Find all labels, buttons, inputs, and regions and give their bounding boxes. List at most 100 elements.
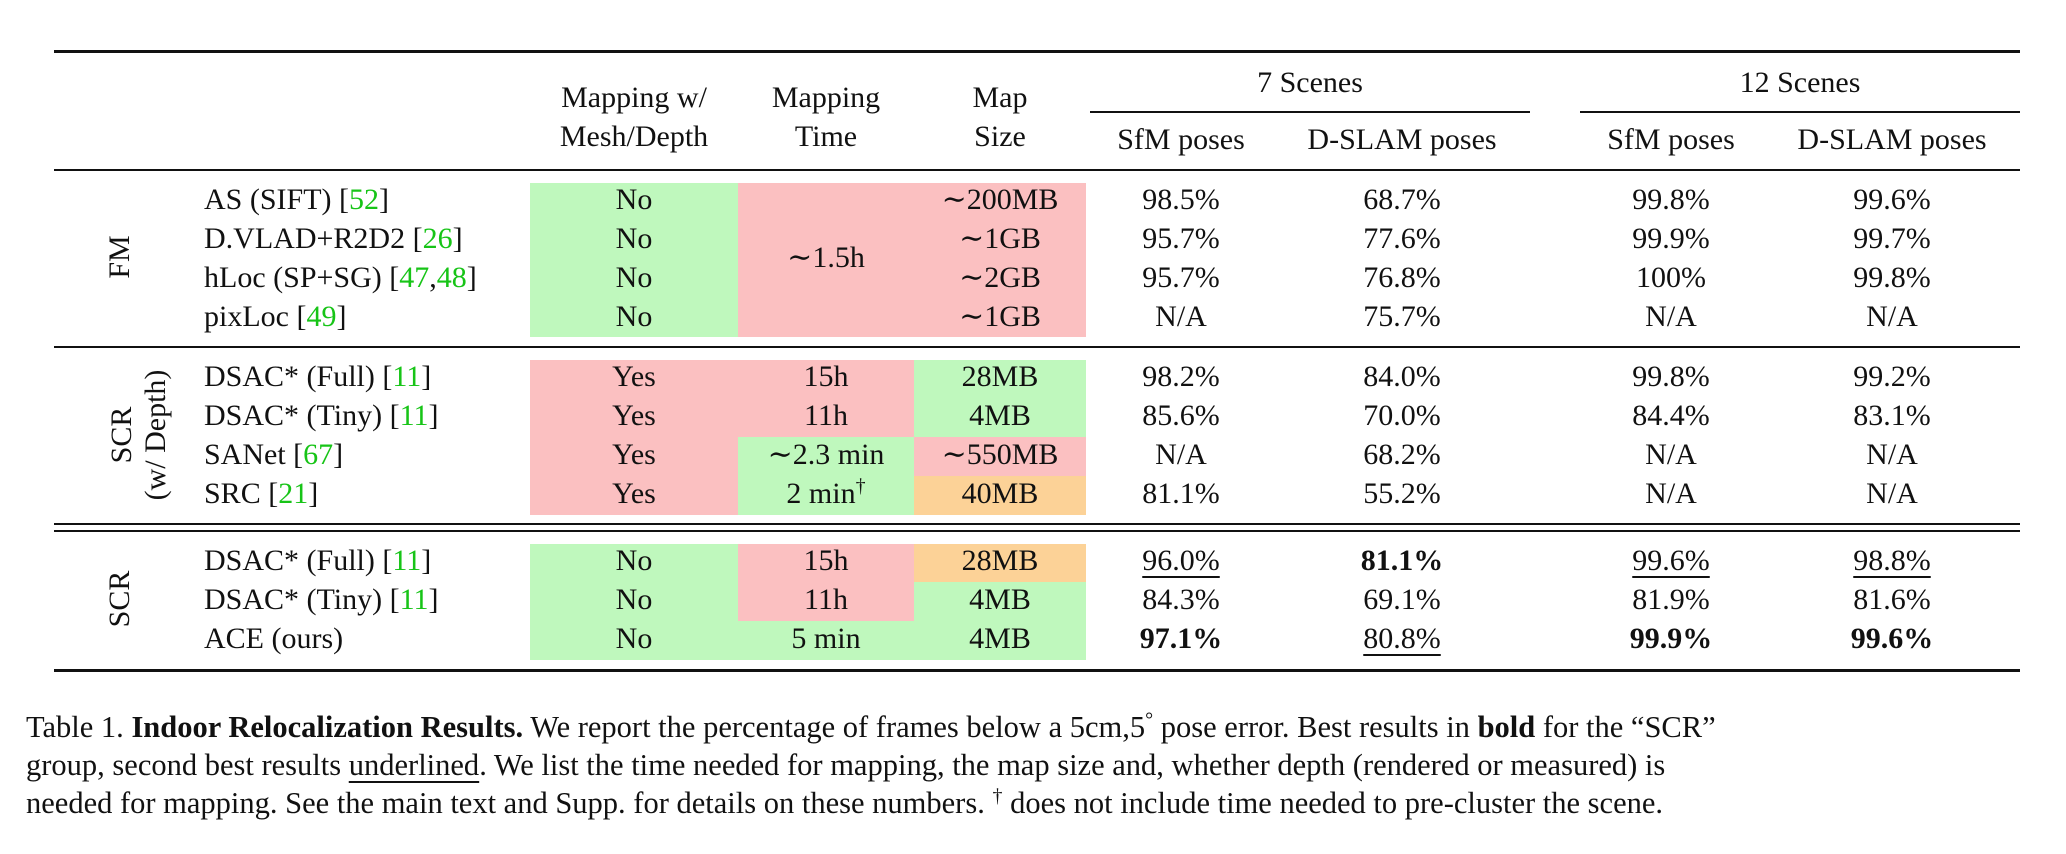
- header-12-scenes: 12 Scenes: [1739, 66, 1861, 99]
- citation-link[interactable]: 49: [306, 300, 337, 333]
- map-size-cell: ∼1GB: [959, 222, 1041, 255]
- map-size-cell: 4MB: [969, 583, 1031, 616]
- bracket: ]: [379, 183, 390, 216]
- mapping-w-cell: No: [615, 261, 653, 294]
- mapping-time-cell: 15h: [803, 544, 849, 577]
- header-12-sfm: SfM poses: [1607, 123, 1735, 156]
- dagger-mark: †: [992, 784, 1003, 807]
- s7-dslam-cell: 70.0%: [1363, 399, 1441, 432]
- scr-double-rule-bottom: [54, 530, 2020, 532]
- mapping-w-cell: No: [615, 622, 653, 655]
- header-map-size-line1: Map: [972, 81, 1028, 114]
- header-7-scenes: 7 Scenes: [1257, 66, 1363, 99]
- s7-sfm-cell-best: 97.1%: [1139, 622, 1223, 655]
- header-rule: [54, 169, 2020, 171]
- scr-double-rule-top: [54, 523, 2020, 525]
- cell-bg-scr-mapping-w: [530, 544, 738, 660]
- mapping-w-cell: No: [615, 222, 653, 255]
- caption-line-1: Table 1. Indoor Relocalization Results. …: [26, 708, 2046, 746]
- citation-link[interactable]: 26: [422, 222, 453, 255]
- method-cell: hLoc (SP+SG) [47,48]: [204, 261, 477, 295]
- citation-link[interactable]: 67: [303, 438, 334, 471]
- method-name: SANet [: [204, 438, 304, 471]
- s12-dslam-cell-second-best: 98.8%: [1853, 544, 1931, 577]
- bracket: ]: [428, 583, 439, 616]
- cell-bg-scrd-size-1: [914, 360, 1086, 437]
- map-size-cell: ∼1GB: [959, 300, 1041, 333]
- cell-bg-fm-map-size: [914, 183, 1086, 337]
- citation-link[interactable]: 48: [436, 261, 467, 294]
- mapping-w-cell: Yes: [612, 360, 656, 393]
- citation-link[interactable]: 21: [278, 477, 309, 510]
- bracket: ]: [336, 300, 347, 333]
- s12-dslam-cell: N/A: [1866, 438, 1918, 471]
- header-7-dslam: D-SLAM poses: [1307, 123, 1497, 156]
- s12-sfm-cell: 100%: [1636, 261, 1706, 294]
- bracket: ]: [452, 222, 463, 255]
- citation-link[interactable]: 11: [399, 399, 429, 432]
- caption-text: We report the percentage of frames below…: [523, 710, 1146, 744]
- caption-line-3: needed for mapping. See the main text an…: [26, 784, 2046, 822]
- mapping-time-value: 2 min: [786, 477, 856, 510]
- method-cell: D.VLAD+R2D2 [26]: [204, 222, 463, 256]
- cell-bg-scrd-time-3: [738, 437, 914, 515]
- method-cell: SRC [21]: [204, 477, 318, 511]
- s7-sfm-cell-second-best: 96.0%: [1142, 544, 1220, 577]
- s7-dslam-cell: 77.6%: [1363, 222, 1441, 255]
- cell-bg-scr-size-2: [914, 582, 1086, 660]
- header-7-sfm: SfM poses: [1117, 123, 1245, 156]
- caption-text: does not include time needed to pre-clus…: [1002, 786, 1664, 820]
- s7-dslam-cell: 68.7%: [1363, 183, 1441, 216]
- s7-dslam-cell-second-best: 80.8%: [1363, 622, 1441, 655]
- map-size-cell: 28MB: [961, 544, 1039, 577]
- bracket: ]: [333, 438, 344, 471]
- table-caption: Table 1. Indoor Relocalization Results. …: [26, 708, 2046, 822]
- method-name: ACE (ours): [204, 622, 344, 655]
- s12-sfm-cell: 99.8%: [1632, 360, 1710, 393]
- s12-dslam-cell-best: 99.6%: [1850, 622, 1934, 655]
- s12-sfm-cell: N/A: [1645, 438, 1697, 471]
- method-name: SRC [: [204, 477, 279, 510]
- bracket: ]: [428, 399, 439, 432]
- cell-bg-scrd-time-1: [738, 360, 914, 437]
- group-7-underline: [1090, 111, 1530, 113]
- bracket: ]: [421, 544, 432, 577]
- header-12-dslam: D-SLAM poses: [1797, 123, 1987, 156]
- method-cell: pixLoc [49]: [204, 300, 346, 334]
- cell-bg-fm-mapping-time: [738, 183, 914, 337]
- map-size-cell: 40MB: [961, 477, 1039, 510]
- s12-sfm-cell: N/A: [1645, 300, 1697, 333]
- citation-link[interactable]: 11: [392, 360, 422, 393]
- citation-link[interactable]: 11: [392, 544, 422, 577]
- citation-link[interactable]: 52: [349, 183, 380, 216]
- s12-sfm-cell-second-best: 99.6%: [1632, 544, 1710, 577]
- method-cell: DSAC* (Tiny) [11]: [204, 583, 439, 617]
- header-mapping-w-line1: Mapping w/: [561, 81, 707, 114]
- s7-dslam-cell: 84.0%: [1363, 360, 1441, 393]
- caption-text: group, second best results: [26, 748, 349, 782]
- map-size-cell: ∼550MB: [941, 438, 1059, 471]
- s12-sfm-cell-best: 99.9%: [1629, 622, 1713, 655]
- mapping-w-cell: No: [615, 300, 653, 333]
- map-size-cell: 4MB: [969, 399, 1031, 432]
- citation-link[interactable]: 11: [399, 583, 429, 616]
- caption-line-2: group, second best results underlined. W…: [26, 746, 2046, 784]
- bracket: ]: [466, 261, 477, 294]
- group-label-fm: FM: [103, 235, 136, 279]
- s7-sfm-cell: N/A: [1155, 438, 1207, 471]
- dagger-mark: †: [855, 475, 866, 497]
- mapping-w-cell: No: [615, 583, 653, 616]
- header-mapping-w-line2: Mesh/Depth: [559, 120, 709, 153]
- fm-rule: [54, 346, 2020, 348]
- caption-text: pose error. Best results in: [1153, 710, 1478, 744]
- mapping-w-cell: Yes: [612, 399, 656, 432]
- mapping-time-cell: 11h: [804, 583, 848, 616]
- s12-sfm-cell: 81.9%: [1632, 583, 1710, 616]
- bracket: ]: [421, 360, 432, 393]
- s7-dslam-cell-best: 81.1%: [1360, 544, 1444, 577]
- s7-dslam-cell: 76.8%: [1363, 261, 1441, 294]
- method-cell: DSAC* (Tiny) [11]: [204, 399, 439, 433]
- cell-bg-scr-time-1: [738, 544, 914, 621]
- method-name: D.VLAD+R2D2 [: [204, 222, 423, 255]
- citation-link[interactable]: 47: [399, 261, 430, 294]
